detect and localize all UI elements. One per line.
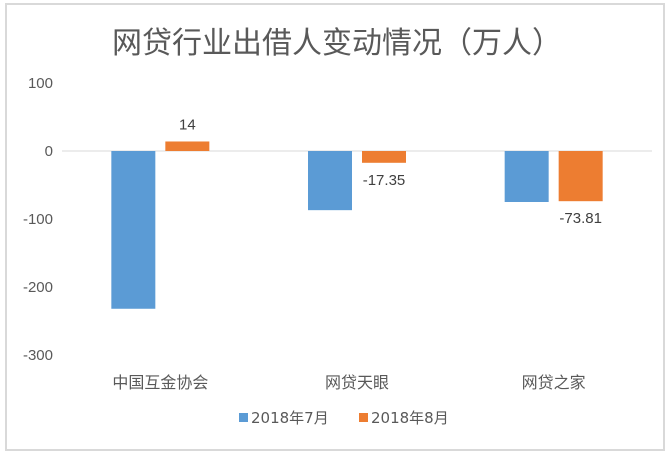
y-tick-label: -100 xyxy=(23,211,53,228)
data-label: 14 xyxy=(179,116,196,133)
y-tick-label: -200 xyxy=(23,279,53,296)
legend-item: 2018年8月 xyxy=(359,409,449,427)
legend-label: 2018年7月 xyxy=(251,409,329,427)
x-category-label: 网贷天眼 xyxy=(325,373,389,392)
y-tick-label: -300 xyxy=(23,347,53,364)
bar-aug xyxy=(362,151,406,163)
bar-chart: 网贷行业出借人变动情况（万人） 100 0 -100 -200 -300 14 -17.3… xyxy=(23,26,652,427)
chart-title: 网贷行业出借人变动情况（万人） xyxy=(112,26,562,61)
bar-jul xyxy=(111,151,156,309)
chart-frame: 网贷行业出借人变动情况（万人） 100 0 -100 -200 -300 14 -17.3… xyxy=(5,3,665,451)
legend-swatch xyxy=(359,413,368,422)
bar-aug xyxy=(165,141,210,151)
legend-item: 2018年7月 xyxy=(239,409,329,427)
legend-swatch xyxy=(239,413,248,422)
data-label: -73.81 xyxy=(559,210,602,227)
y-tick-label: 0 xyxy=(45,143,53,160)
data-label: -17.35 xyxy=(363,172,406,189)
legend-label: 2018年8月 xyxy=(371,409,449,427)
x-category-label: 中国互金协会 xyxy=(112,373,208,392)
bar-jul xyxy=(504,151,549,202)
x-category-label: 网贷之家 xyxy=(522,373,586,392)
y-tick-label: 100 xyxy=(28,75,53,92)
bar-jul xyxy=(308,151,352,211)
bar-aug xyxy=(558,151,603,202)
